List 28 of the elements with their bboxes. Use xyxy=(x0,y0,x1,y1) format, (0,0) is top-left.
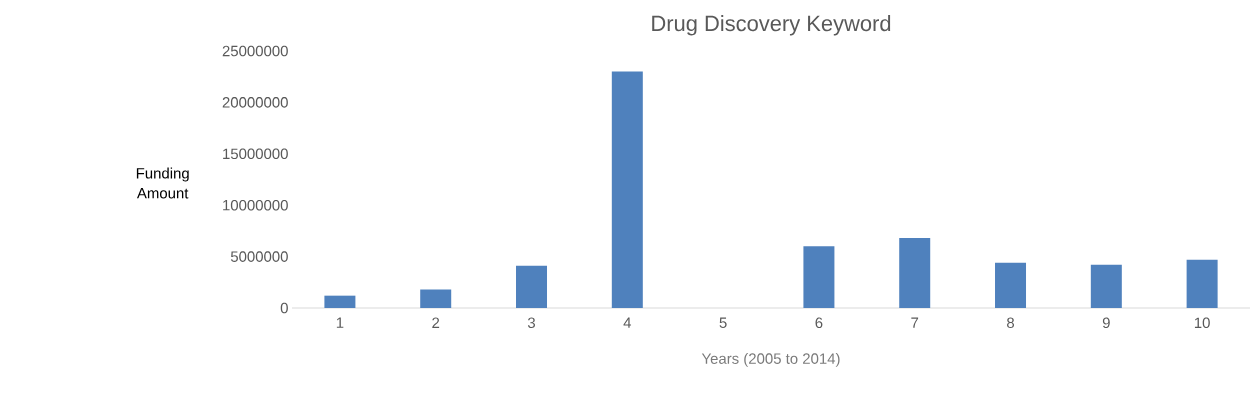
x-tick-label: 5 xyxy=(719,317,727,328)
y-axis-title: Funding Amount xyxy=(136,167,189,199)
x-tick-label: 4 xyxy=(623,317,632,328)
x-tick-label: 10 xyxy=(1194,317,1210,329)
x-tick-label: 7 xyxy=(911,317,919,328)
y-tick-label: 5000000 xyxy=(230,251,288,262)
chart-title: Drug Discovery Keyword xyxy=(652,15,891,36)
x-tick-label: 2 xyxy=(432,317,440,328)
x-tick-label: 6 xyxy=(815,317,823,329)
x-tick-label: 1 xyxy=(336,317,344,328)
bar xyxy=(899,238,931,308)
bar xyxy=(995,262,1027,308)
bar xyxy=(420,289,452,308)
bar xyxy=(803,246,835,308)
bar xyxy=(1090,264,1122,308)
x-tick-label: 8 xyxy=(1007,317,1015,329)
x-tick-label: 9 xyxy=(1102,317,1110,329)
bar xyxy=(611,71,643,308)
bar xyxy=(1186,259,1218,308)
y-tick-label: 15000000 xyxy=(223,148,288,160)
y-tick-label: 0 xyxy=(280,302,288,314)
y-tick-label: 10000000 xyxy=(223,199,288,211)
x-tick-label: 3 xyxy=(527,317,536,329)
bar xyxy=(324,295,356,308)
bar xyxy=(516,265,548,308)
y-tick-label: 20000000 xyxy=(222,97,288,108)
y-tick-label: 25000000 xyxy=(222,45,288,57)
x-axis-title: Years (2005 to 2014) xyxy=(701,352,840,367)
